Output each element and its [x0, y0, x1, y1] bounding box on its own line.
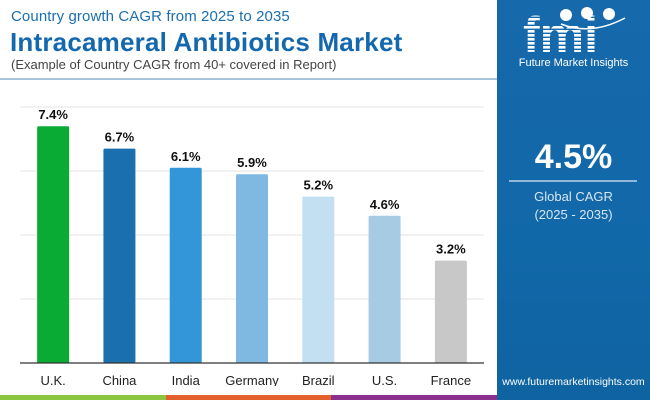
- bar-india: [169, 167, 202, 363]
- x-tick-label: India: [172, 373, 201, 386]
- bar-uk: [37, 126, 70, 363]
- bar-chart: 7.4% 6.7% 6.1% 5.9% 5.2% 4.6% 3.2% U.K. China In…: [0, 80, 497, 388]
- bars: [37, 126, 467, 363]
- global-cagr-period: (2025 - 2035): [534, 207, 613, 222]
- global-cagr-label: Global CAGR (2025 - 2035): [497, 188, 650, 224]
- bar-brazil: [302, 196, 335, 363]
- footer-color-strip: [0, 395, 498, 400]
- chart-note: (Example of Country CAGR from 40+ covere…: [11, 57, 337, 72]
- bar-china: [103, 148, 136, 363]
- fmi-logo-icon: fmi: [523, 7, 626, 56]
- bar-us: [368, 215, 401, 363]
- value-label: 6.1%: [171, 149, 201, 164]
- x-tick-label: France: [431, 373, 471, 386]
- value-label: 7.4%: [38, 107, 68, 122]
- bar-germany: [236, 174, 268, 363]
- value-label: 5.9%: [237, 155, 267, 170]
- strip-purple: [331, 395, 498, 400]
- website-link[interactable]: www.futuremarketinsights.com: [502, 376, 645, 388]
- bar-france: [434, 260, 467, 363]
- x-tick-label: Brazil: [302, 373, 335, 386]
- strip-orange: [165, 395, 332, 400]
- brand-panel: fmi Future Market Insights 4.5% Global C…: [497, 0, 650, 400]
- bar-chart-svg: 7.4% 6.7% 6.1% 5.9% 5.2% 4.6% 3.2% U.K. China In…: [20, 106, 484, 388]
- x-tick-label: U.K.: [40, 373, 65, 386]
- global-cagr-title: Global CAGR: [534, 189, 613, 204]
- global-cagr-value: 4.5%: [534, 138, 613, 176]
- value-label: 5.2%: [303, 178, 333, 193]
- value-labels: 7.4% 6.7% 6.1% 5.9% 5.2% 4.6% 3.2%: [38, 107, 466, 256]
- logo-arc: [560, 17, 626, 30]
- cagr-divider: [509, 180, 637, 182]
- globe-icon: [581, 7, 593, 19]
- chart-title: Intracameral Antibiotics Market: [10, 27, 403, 57]
- header-divider: [0, 78, 497, 80]
- globe-icon: [603, 8, 615, 20]
- value-label: 4.6%: [370, 197, 400, 212]
- value-label: 3.2%: [436, 242, 466, 257]
- x-tick-label: China: [102, 373, 137, 386]
- strip-green: [0, 395, 166, 400]
- chart-subtitle: Country growth CAGR from 2025 to 2035: [11, 8, 290, 25]
- value-label: 6.7%: [105, 130, 135, 145]
- globe-icon: [560, 9, 572, 21]
- brand-name: Future Market Insights: [518, 57, 629, 69]
- x-tick-label: U.S.: [372, 373, 397, 386]
- header: Country growth CAGR from 2025 to 2035 In…: [0, 0, 497, 80]
- x-tick-labels: U.K. China India Germany Brazil U.S. France: [40, 373, 471, 388]
- x-tick-label: Germany: [225, 373, 279, 386]
